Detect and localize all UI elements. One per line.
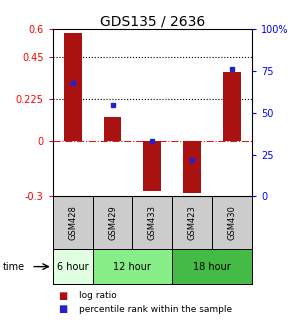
Bar: [93, 249, 172, 284]
Text: log ratio: log ratio: [79, 291, 117, 301]
Bar: [143, 141, 161, 191]
Text: 6 hour: 6 hour: [57, 262, 88, 272]
Bar: [93, 196, 132, 249]
Text: GSM429: GSM429: [108, 205, 117, 240]
Text: ■: ■: [59, 291, 68, 301]
Bar: [64, 33, 82, 141]
Text: GSM423: GSM423: [188, 205, 197, 240]
Text: time: time: [3, 262, 25, 272]
Bar: [103, 116, 122, 141]
Text: ■: ■: [59, 304, 68, 314]
Text: percentile rank within the sample: percentile rank within the sample: [79, 304, 232, 314]
Text: 18 hour: 18 hour: [193, 262, 231, 272]
Text: GSM428: GSM428: [68, 205, 77, 240]
Text: GSM430: GSM430: [228, 205, 236, 240]
Bar: [223, 72, 241, 141]
Bar: [212, 196, 252, 249]
Text: 12 hour: 12 hour: [113, 262, 151, 272]
Bar: [172, 196, 212, 249]
Text: GSM433: GSM433: [148, 205, 157, 240]
Bar: [53, 196, 93, 249]
Bar: [172, 249, 252, 284]
Title: GDS135 / 2636: GDS135 / 2636: [100, 14, 205, 28]
Bar: [53, 249, 93, 284]
Bar: [183, 141, 201, 193]
Bar: [132, 196, 172, 249]
